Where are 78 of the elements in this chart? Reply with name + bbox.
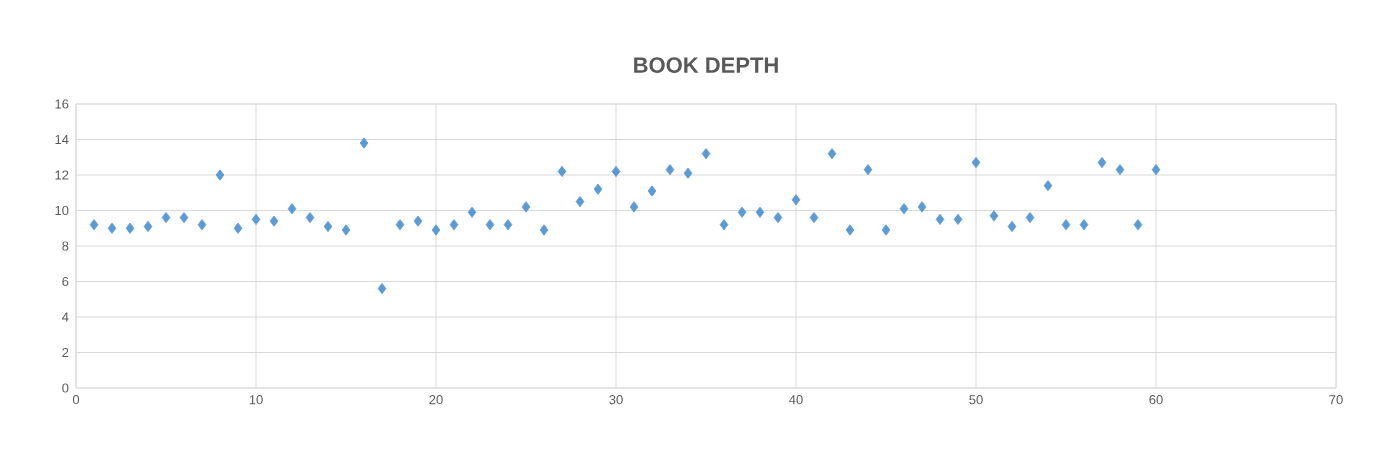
point [665, 164, 675, 176]
point [629, 201, 639, 213]
x-tick-label: 60 [1149, 395, 1163, 405]
point [269, 215, 279, 227]
point [1007, 220, 1017, 233]
x-tick-label: 30 [609, 395, 623, 405]
point [449, 219, 459, 231]
x-tick-label: 40 [789, 395, 803, 405]
point [827, 148, 837, 160]
point [575, 196, 585, 208]
x-tick-label: 10 [249, 395, 263, 405]
point [1097, 156, 1107, 169]
chart-title: BOOK DEPTH [634, 57, 778, 73]
point [773, 211, 783, 224]
x-tick-label: 70 [1329, 395, 1343, 405]
point [233, 222, 243, 234]
point [953, 213, 963, 225]
point [755, 206, 765, 218]
point [305, 211, 315, 224]
y-tick-label: 16 [55, 99, 69, 109]
point [971, 156, 981, 169]
point [539, 224, 549, 236]
point [521, 201, 531, 213]
point [341, 224, 351, 236]
point [359, 137, 369, 149]
point [557, 165, 567, 178]
y-tick-label: 6 [62, 276, 69, 287]
point [197, 219, 207, 231]
point [737, 206, 747, 218]
point [287, 203, 297, 215]
point [1043, 180, 1053, 192]
point [485, 219, 495, 231]
y-tick-label: 14 [55, 135, 69, 144]
point [683, 167, 693, 179]
point [431, 224, 441, 236]
point [935, 213, 945, 225]
point [881, 224, 891, 236]
y-tick-label: 10 [55, 205, 69, 216]
point [917, 201, 927, 213]
y-tick-label: 4 [62, 312, 69, 322]
x-tick-label: 20 [429, 395, 443, 405]
point [809, 211, 819, 224]
point [107, 222, 117, 234]
point [125, 222, 135, 234]
point [1025, 211, 1035, 224]
x-tick-label: 0 [72, 395, 80, 405]
y-tick-label: 8 [62, 241, 69, 251]
point [251, 213, 261, 225]
point [701, 148, 711, 160]
point [845, 224, 855, 236]
y-tick-label: 12 [55, 170, 69, 180]
y-tick-label: 0 [62, 383, 69, 393]
point [467, 206, 477, 218]
point [89, 219, 99, 231]
point [1151, 164, 1161, 176]
point [1079, 219, 1089, 231]
point [323, 220, 333, 233]
point [719, 219, 729, 231]
point [791, 194, 801, 206]
point [647, 185, 657, 197]
point [503, 219, 513, 231]
point [1061, 219, 1071, 231]
point [899, 203, 909, 215]
point [989, 210, 999, 222]
y-tick-label: 2 [62, 347, 69, 358]
point [377, 282, 387, 295]
point [215, 169, 225, 181]
point [593, 183, 603, 195]
point [395, 219, 405, 231]
point [413, 215, 423, 227]
point [1115, 164, 1125, 176]
point [161, 211, 171, 224]
point [611, 165, 621, 178]
point [143, 220, 153, 233]
point [1133, 219, 1143, 231]
point [179, 211, 189, 224]
x-tick-label: 50 [969, 395, 983, 405]
point [863, 164, 873, 176]
